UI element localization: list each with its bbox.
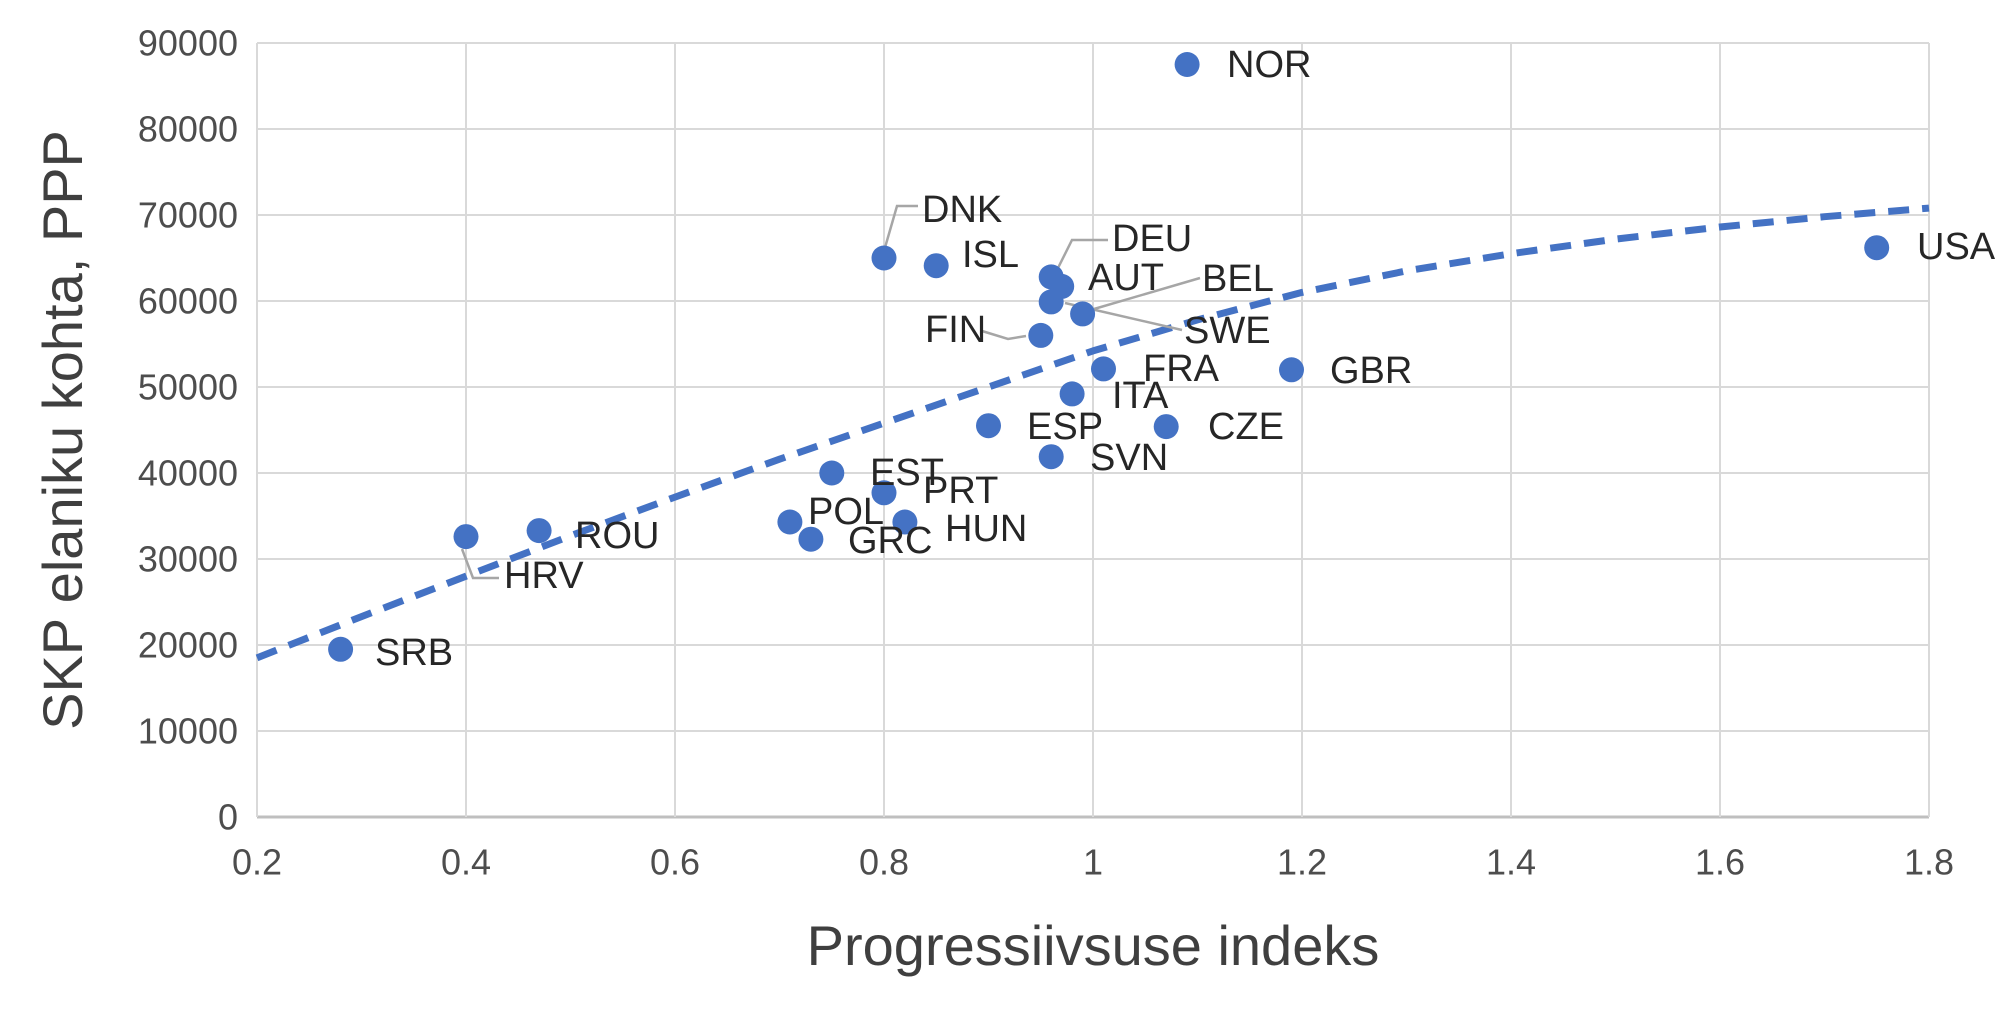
y-tick-label: 30000 [138,539,238,580]
point-label-hrv: HRV [504,555,584,597]
y-tick-label: 60000 [138,281,238,322]
point-label-fra: FRA [1143,348,1220,390]
point-label-esp: ESP [1027,406,1103,448]
data-point-svn [1038,444,1064,470]
point-label-aut: AUT [1088,257,1164,299]
data-point-esp [976,413,1001,439]
point-label-srb: SRB [375,632,453,674]
data-point-srb [328,636,354,662]
x-tick-label: 1.4 [1486,842,1536,883]
data-point-prt [871,480,897,506]
data-point-hun [892,509,918,535]
point-label-ita: ITA [1112,375,1169,417]
data-point-gbr [1279,357,1304,383]
data-point-rou [526,518,552,544]
trendline-group [255,204,1930,662]
y-tick-label: 50000 [138,367,238,408]
point-label-deu: DEU [1112,218,1192,260]
x-tick-label: 1.8 [1904,842,1954,883]
y-axis-title: SKP elaniku kohta, PPP [31,130,94,730]
point-label-rou: ROU [575,515,659,557]
trendline-dashed [255,204,1930,662]
data-point-dnk [871,245,897,271]
y-tick-label: 40000 [138,453,238,494]
data-points-group [328,52,1890,662]
data-point-cze [1153,414,1179,440]
point-label-fin: FIN [925,309,986,351]
y-tick-label: 10000 [138,711,238,752]
data-point-isl [923,253,949,279]
label-leader-line [460,548,499,580]
x-tick-label: 0.8 [859,842,909,883]
point-label-nor: NOR [1227,44,1311,86]
point-label-dnk: DNK [922,189,1002,231]
label-leader-line [882,204,918,252]
data-point-est [819,460,845,486]
y-tick-label: 0 [218,797,238,838]
y-tick-label: 80000 [138,109,238,150]
x-tick-label: 0.2 [232,842,282,883]
label-leader-line [981,329,1027,341]
label-leader-line [1093,276,1201,311]
point-label-prt: PRT [923,470,998,512]
point-label-bel: BEL [1202,258,1274,300]
x-tick-label: 0.6 [650,842,700,883]
point-label-gbr: GBR [1330,350,1412,392]
data-point-hrv [453,524,479,550]
gridlines-group [256,42,1930,819]
data-point-ita [1059,381,1085,407]
point-label-svn: SVN [1090,437,1168,479]
point-label-grc: GRC [848,520,932,562]
data-point-usa [1864,235,1890,261]
point-label-isl: ISL [962,234,1019,276]
point-label-usa: USA [1917,226,1996,268]
point-label-est: EST [870,452,944,494]
y-tick-label: 20000 [138,625,238,666]
data-point-fra [1091,356,1116,382]
point-label-hun: HUN [945,508,1027,550]
data-point-bel [1070,301,1096,327]
x-tick-label: 0.4 [441,842,491,883]
label-leader-line [1056,238,1108,269]
data-point-grc [798,526,824,552]
y-tick-label: 90000 [138,23,238,64]
point-label-swe: SWE [1184,310,1271,352]
data-point-fin [1028,322,1054,348]
point-label-cze: CZE [1208,406,1284,448]
x-tick-label: 1.2 [1277,842,1327,883]
x-axis-title: Progressiivsuse indeks [807,914,1380,977]
point-label-pol: POL [808,491,884,533]
x-tick-label: 1 [1083,842,1103,883]
data-point-aut [1049,273,1075,299]
tick-labels-group: 0 10000 20000 30000 40000 50000 60000 70000 8000… [138,23,1954,883]
y-tick-label: 70000 [138,195,238,236]
x-tick-label: 1.6 [1695,842,1745,883]
data-point-nor [1174,52,1200,77]
data-point-pol [777,509,803,535]
